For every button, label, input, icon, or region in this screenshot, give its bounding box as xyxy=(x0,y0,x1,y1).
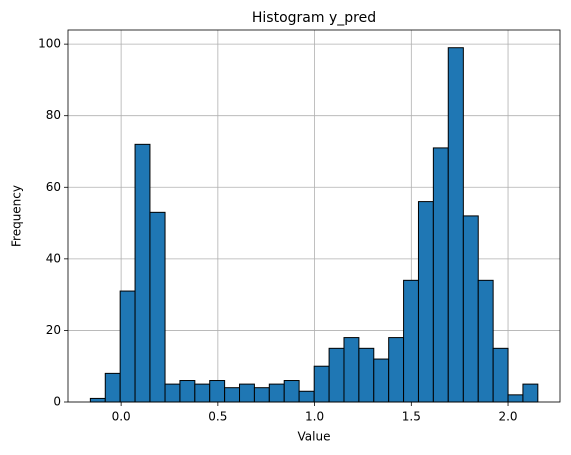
bar xyxy=(313,365,330,403)
bar xyxy=(328,347,345,403)
chart-title: Histogram y_pred xyxy=(252,10,376,26)
y-tick-label: 20 xyxy=(46,323,61,337)
bar xyxy=(522,383,539,403)
x-tick-label: 0.0 xyxy=(112,410,131,424)
bar xyxy=(194,383,211,403)
y-tick-label: 60 xyxy=(46,180,61,194)
x-tick-label: 2.0 xyxy=(498,410,517,424)
plot-frame xyxy=(67,29,561,403)
bar xyxy=(283,380,300,403)
bar xyxy=(164,383,181,403)
bar xyxy=(432,147,449,403)
bar xyxy=(298,390,315,403)
x-tick-label: 1.0 xyxy=(305,410,324,424)
y-tick-label: 0 xyxy=(53,395,61,409)
bar xyxy=(388,337,405,403)
bar xyxy=(104,372,121,403)
bar xyxy=(373,358,390,403)
bar xyxy=(477,279,494,403)
bar xyxy=(253,387,270,403)
bar xyxy=(343,337,360,403)
bar xyxy=(89,397,106,403)
bar xyxy=(417,201,434,403)
y-tick-label: 80 xyxy=(46,108,61,122)
bar xyxy=(239,383,255,403)
bar xyxy=(179,380,196,403)
y-axis-label: Frequency xyxy=(10,185,24,247)
y-tick-label: 100 xyxy=(38,37,61,51)
bar xyxy=(209,380,226,403)
bar xyxy=(134,143,151,403)
bar xyxy=(492,347,509,403)
bar xyxy=(507,394,524,403)
x-axis-label: Value xyxy=(298,430,331,444)
bar xyxy=(268,383,285,403)
y-tick-label: 40 xyxy=(46,251,61,265)
bar xyxy=(447,47,464,403)
bar xyxy=(224,387,241,403)
bar xyxy=(149,211,166,403)
bar xyxy=(358,347,375,403)
x-tick-label: 0.5 xyxy=(208,410,227,424)
bar xyxy=(462,215,479,403)
bar xyxy=(119,290,136,403)
x-tick-label: 1.5 xyxy=(402,410,421,424)
bar xyxy=(403,279,419,403)
